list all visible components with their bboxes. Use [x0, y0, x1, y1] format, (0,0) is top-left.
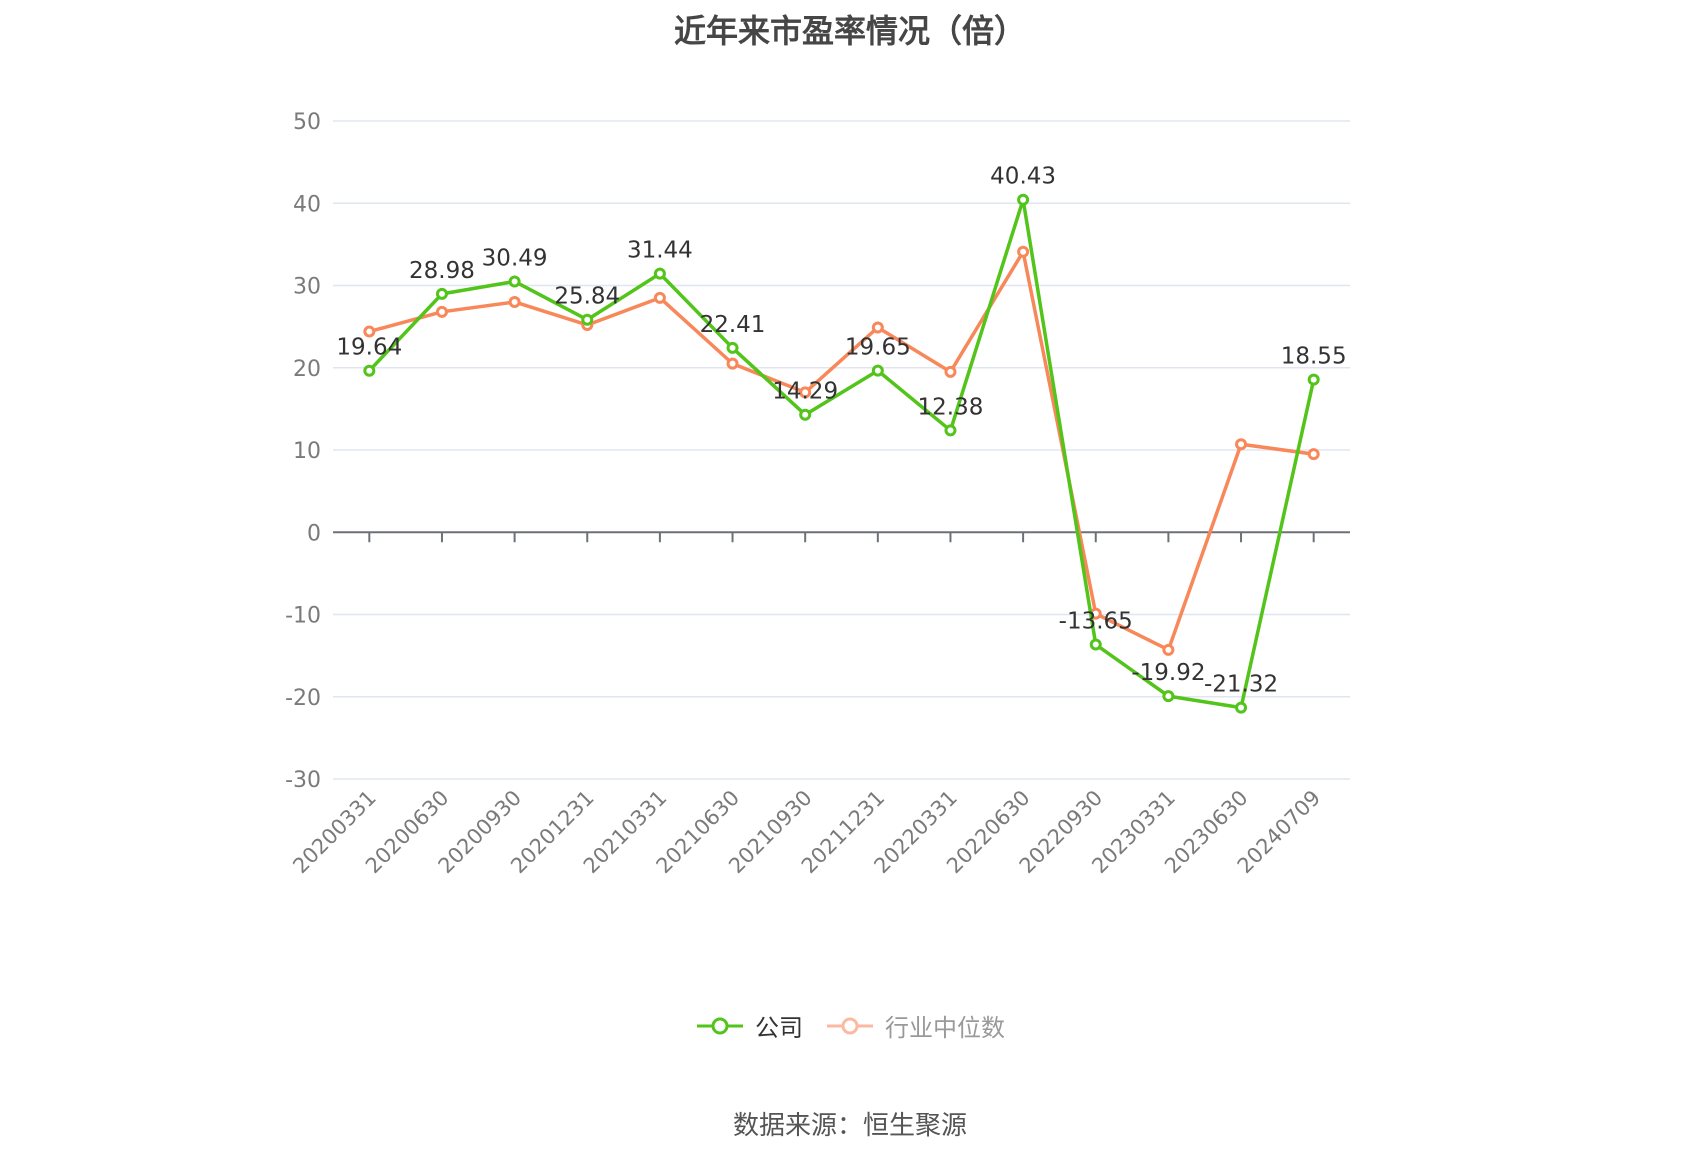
data-point[interactable]	[871, 321, 884, 334]
legend-label-industry-median: 行业中位数	[885, 1014, 1005, 1042]
data-label: -19.92	[1131, 660, 1205, 686]
data-point[interactable]	[1017, 245, 1030, 258]
legend: 公司 行业中位数	[0, 1008, 1700, 1043]
data-label: 25.84	[554, 284, 620, 310]
y-tick-label: -10	[285, 604, 321, 629]
data-point[interactable]	[799, 386, 812, 399]
data-point[interactable]	[435, 305, 448, 318]
line-circle-icon	[827, 1017, 873, 1034]
data-label: -13.65	[1059, 609, 1133, 635]
x-axis-labels: 2020033120200630202009302020123120210331…	[288, 786, 1325, 879]
data-point[interactable]	[508, 275, 521, 288]
series-industry-median	[363, 245, 1320, 656]
series-line	[368, 197, 1316, 710]
data-point[interactable]	[581, 313, 594, 326]
series-line	[368, 250, 1314, 652]
line-circle-icon	[697, 1017, 743, 1034]
line-chart: 50 40 30 20 10 0 -10 -20 -30 2020033120200630202…	[285, 110, 1350, 879]
data-point[interactable]	[435, 287, 448, 300]
data-point[interactable]	[1307, 448, 1320, 461]
y-tick-label: 50	[293, 110, 321, 135]
data-point[interactable]	[944, 365, 957, 378]
data-point[interactable]	[1307, 373, 1320, 386]
data-label: 22.41	[700, 312, 766, 338]
x-axis	[333, 531, 1350, 543]
data-point[interactable]	[1235, 438, 1248, 451]
data-point[interactable]	[944, 424, 957, 437]
data-label: 19.65	[845, 335, 911, 361]
data-point[interactable]	[799, 408, 812, 421]
data-label: 12.38	[918, 394, 984, 420]
legend-label-company: 公司	[755, 1014, 803, 1042]
data-point[interactable]	[653, 267, 666, 280]
y-tick-label: -20	[285, 686, 321, 711]
data-point[interactable]	[1162, 690, 1175, 703]
data-point[interactable]	[871, 364, 884, 377]
y-tick-label: -30	[285, 768, 321, 793]
legend-item-company[interactable]: 公司	[695, 1008, 803, 1043]
data-label: 19.64	[336, 335, 402, 361]
y-tick-label: 10	[293, 439, 321, 464]
data-point[interactable]	[1162, 643, 1175, 656]
data-label: -21.32	[1204, 672, 1278, 698]
data-label: 14.29	[772, 379, 838, 405]
data-label: 31.44	[627, 238, 693, 264]
data-point[interactable]	[363, 325, 376, 338]
data-label: 30.49	[482, 245, 548, 271]
y-tick-label: 40	[293, 192, 321, 217]
y-tick-label: 30	[293, 275, 321, 300]
data-point[interactable]	[653, 291, 666, 304]
y-axis-labels: 50 40 30 20 10 0 -10 -20 -30	[285, 110, 321, 793]
data-point[interactable]	[508, 295, 521, 308]
data-label: 40.43	[990, 164, 1056, 190]
data-point[interactable]	[363, 364, 376, 377]
series-company	[363, 193, 1320, 714]
data-label: 18.55	[1281, 344, 1347, 370]
y-tick-label: 20	[293, 357, 321, 382]
data-point[interactable]	[1089, 638, 1102, 651]
data-point[interactable]	[1017, 193, 1030, 206]
data-label: 28.98	[409, 258, 475, 284]
y-tick-label: 0	[307, 521, 321, 546]
chart-title: 近年来市盈率情况（倍）	[673, 12, 1026, 50]
data-point[interactable]	[726, 341, 739, 354]
data-point[interactable]	[726, 357, 739, 370]
legend-item-industry-median[interactable]: 行业中位数	[825, 1008, 1005, 1043]
data-point[interactable]	[1235, 701, 1248, 714]
data-source: 数据来源：恒生聚源	[732, 1111, 967, 1141]
